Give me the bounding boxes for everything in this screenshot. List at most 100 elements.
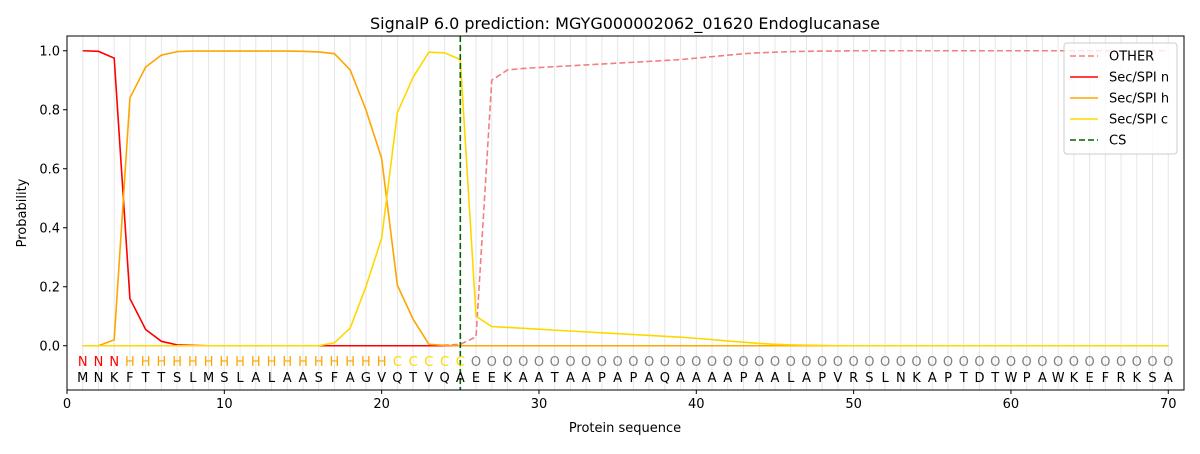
- residue-label: S: [173, 371, 181, 386]
- y-axis-ticks: 0.0 0.2 0.4 0.6 0.8 1.0: [39, 44, 67, 354]
- region-label: H: [298, 355, 308, 370]
- residue-label: A: [1038, 371, 1047, 386]
- region-label: N: [78, 355, 88, 370]
- region-label: O: [675, 355, 685, 370]
- region-label: O: [911, 355, 921, 370]
- region-label: H: [361, 355, 371, 370]
- residue-label: A: [1164, 371, 1173, 386]
- residue-label: A: [613, 371, 622, 386]
- region-label: O: [896, 355, 906, 370]
- legend-label: CS: [1109, 134, 1126, 149]
- region-label: O: [534, 355, 544, 370]
- residue-label: W: [1005, 371, 1018, 386]
- region-label: H: [172, 355, 182, 370]
- region-label: O: [1053, 355, 1063, 370]
- residue-label: L: [787, 371, 795, 386]
- residue-label: E: [488, 371, 496, 386]
- residue-label: K: [912, 371, 921, 386]
- x-tick-label: 50: [845, 397, 862, 412]
- region-label: O: [613, 355, 623, 370]
- legend-box: [1063, 42, 1178, 155]
- region-label: O: [786, 355, 796, 370]
- residue-label: A: [755, 371, 764, 386]
- region-label: O: [1037, 355, 1047, 370]
- residue-label: A: [676, 371, 685, 386]
- region-label: O: [628, 355, 638, 370]
- residue-label: A: [645, 371, 654, 386]
- residue-label: P: [740, 371, 748, 386]
- x-tick-label: 40: [688, 397, 705, 412]
- residue-label: A: [346, 371, 355, 386]
- series-line-sec-spi-n: [82, 49, 1169, 347]
- residue-label: S: [865, 371, 873, 386]
- residue-label: Q: [392, 371, 402, 386]
- region-label: O: [487, 355, 497, 370]
- region-label: H: [345, 355, 355, 370]
- region-label: H: [204, 355, 214, 370]
- residue-label: F: [331, 371, 338, 386]
- region-label: O: [565, 355, 575, 370]
- residue-label: V: [377, 371, 386, 386]
- region-label: N: [109, 355, 119, 370]
- residue-label: A: [251, 371, 260, 386]
- region-label: H: [267, 355, 277, 370]
- residue-label: A: [692, 371, 701, 386]
- residue-label: A: [928, 371, 937, 386]
- residue-label: A: [456, 371, 465, 386]
- region-label: O: [1069, 355, 1079, 370]
- x-tick-label: 20: [373, 397, 390, 412]
- residue-label: S: [220, 371, 228, 386]
- region-label: O: [660, 355, 670, 370]
- region-label: H: [157, 355, 167, 370]
- residue-label: F: [126, 371, 133, 386]
- region-label: H: [314, 355, 324, 370]
- region-label: H: [219, 355, 229, 370]
- region-label: N: [94, 355, 104, 370]
- residue-label: A: [582, 371, 591, 386]
- residue-label: L: [268, 371, 276, 386]
- x-axis-ticks: 0 10 20 30 40 50 60 70: [63, 390, 1177, 412]
- region-label: O: [723, 355, 733, 370]
- residue-label: A: [802, 371, 811, 386]
- region-label: C: [440, 355, 449, 370]
- region-label: C: [409, 355, 418, 370]
- x-axis-label: Protein sequence: [569, 421, 681, 436]
- region-label: H: [188, 355, 198, 370]
- residue-label: V: [833, 371, 842, 386]
- residue-label: N: [94, 371, 104, 386]
- chart-title: SignalP 6.0 prediction: MGYG000002062_01…: [370, 14, 880, 34]
- region-label: O: [817, 355, 827, 370]
- grid-lines: [82, 36, 1169, 390]
- residue-label: F: [1102, 371, 1109, 386]
- x-tick-label: 60: [1003, 397, 1020, 412]
- residue-label: A: [299, 371, 308, 386]
- residue-label: K: [1070, 371, 1079, 386]
- residue-label: P: [818, 371, 826, 386]
- residue-label: D: [974, 371, 984, 386]
- y-tick-label: 0.6: [39, 162, 60, 177]
- legend-label: Sec/SPI n: [1109, 71, 1169, 86]
- residue-label: P: [629, 371, 637, 386]
- residue-label: W: [1052, 371, 1065, 386]
- y-tick-label: 0.4: [39, 221, 60, 236]
- x-tick-label: 30: [531, 397, 548, 412]
- residue-label: T: [550, 371, 559, 386]
- residue-label: Q: [439, 371, 449, 386]
- series-line-other: [82, 49, 1169, 347]
- region-label: H: [282, 355, 292, 370]
- residue-label: A: [535, 371, 544, 386]
- residue-label: S: [1148, 371, 1156, 386]
- region-label: H: [377, 355, 387, 370]
- region-label: O: [833, 355, 843, 370]
- legend-label: OTHER: [1109, 50, 1154, 65]
- region-label: O: [849, 355, 859, 370]
- region-label: O: [770, 355, 780, 370]
- y-axis-label: Probability: [15, 178, 30, 247]
- region-label: O: [738, 355, 748, 370]
- region-label: O: [1132, 355, 1142, 370]
- residue-label: V: [424, 371, 433, 386]
- residue-label: T: [990, 371, 999, 386]
- region-label: O: [1163, 355, 1173, 370]
- region-label: O: [502, 355, 512, 370]
- residue-label: E: [472, 371, 480, 386]
